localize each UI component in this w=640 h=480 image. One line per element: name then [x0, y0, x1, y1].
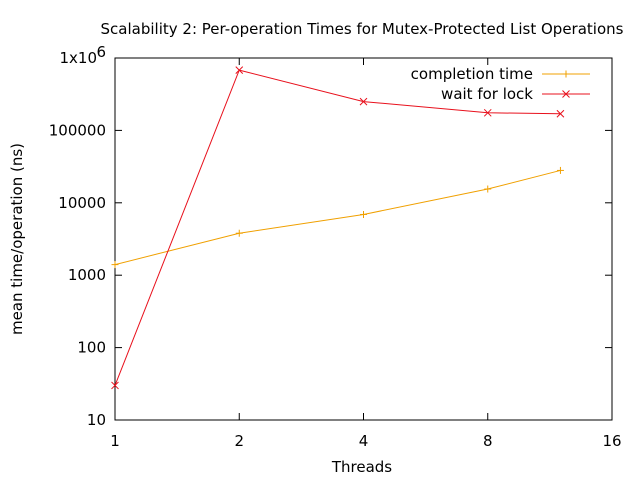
data-point	[483, 108, 492, 117]
legend-label: wait for lock	[441, 85, 533, 103]
x-axis: 1 2 4 8 16	[110, 58, 622, 450]
y-tick-label: 1000	[68, 266, 106, 284]
legend-label: completion time	[411, 65, 533, 83]
data-point	[359, 97, 368, 106]
legend-marker	[562, 90, 570, 98]
series-layer	[111, 66, 565, 390]
data-point	[111, 261, 119, 269]
data-point	[556, 166, 564, 174]
series-line-0	[114, 169, 561, 266]
y-tick-label: 10	[87, 411, 106, 429]
x-tick-label: 8	[483, 432, 493, 450]
y-tick-label: 10000	[58, 194, 106, 212]
y-tick-exponent: 6	[96, 43, 106, 61]
data-point	[235, 66, 244, 74]
x-tick-label: 4	[359, 432, 369, 450]
legend-marker	[562, 70, 570, 78]
series-line-1	[114, 69, 561, 386]
plot-frame	[114, 57, 613, 421]
data-point	[111, 381, 119, 390]
data-point	[484, 185, 492, 193]
chart-title: Scalability 2: Per-operation Times for M…	[101, 20, 624, 38]
x-tick-label: 2	[234, 432, 244, 450]
legend: completion time wait for lock	[411, 65, 590, 103]
data-point	[235, 229, 243, 237]
y-axis-label: mean time/operation (ns)	[8, 143, 26, 335]
x-tick-label: 16	[602, 432, 621, 450]
y-tick-label: 100000	[49, 121, 106, 139]
x-axis-label: Threads	[331, 458, 392, 476]
data-point	[360, 210, 367, 218]
y-tick-label: 100	[77, 339, 106, 357]
y-axis: 10 100 1000 10000 100000 1x10 6	[49, 43, 612, 429]
x-tick-label: 1	[110, 432, 120, 450]
y-tick-label: 1x10	[59, 49, 97, 67]
data-point	[556, 109, 565, 118]
